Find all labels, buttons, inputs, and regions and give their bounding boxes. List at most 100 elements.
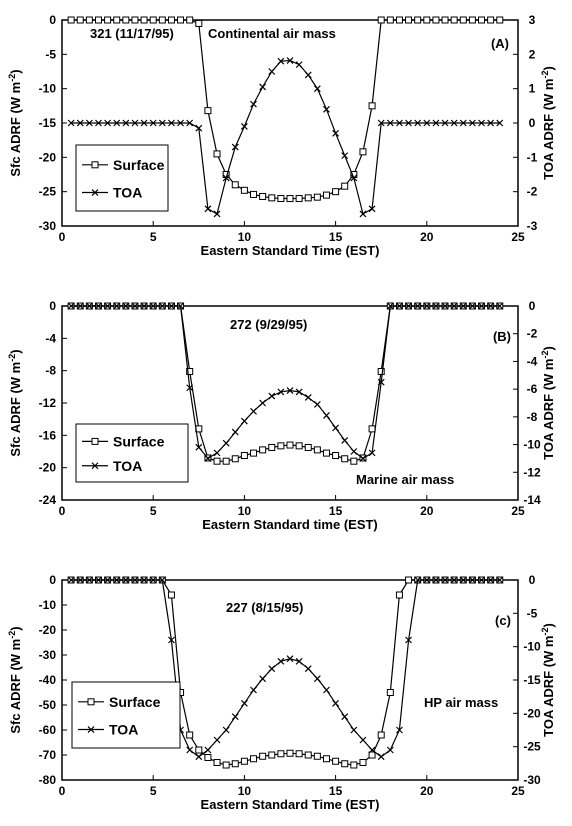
legend-label-toa: TOA [113, 458, 142, 474]
toa-point [441, 119, 449, 127]
y-left-axis-label: Sfc ADRF (W m-2) [7, 349, 23, 456]
surface-point [405, 16, 413, 24]
x-tick-label: 25 [511, 504, 525, 518]
y-left-tick-label: -30 [39, 648, 57, 662]
x-tick-label: 15 [329, 230, 343, 244]
surface-point [350, 761, 358, 769]
toa-point [496, 119, 504, 127]
toa-point [95, 576, 102, 584]
surface-point [195, 746, 203, 754]
legend-label-toa: TOA [109, 722, 138, 738]
toa-point [323, 412, 330, 419]
toa-point [177, 302, 184, 310]
surface-point [149, 16, 157, 24]
toa-point [487, 302, 495, 310]
surface-point [213, 150, 221, 158]
toa-point [186, 119, 194, 127]
toa-point [140, 576, 148, 584]
toa-point [204, 205, 212, 213]
surface-point [386, 16, 394, 24]
toa-point [405, 302, 412, 310]
toa-point [113, 302, 121, 310]
surface-point [450, 16, 458, 24]
toa-point [341, 436, 349, 444]
toa-point [104, 576, 112, 584]
surface-point [359, 759, 367, 766]
y-right-tick-label: -30 [523, 773, 541, 787]
legend-x-marker [87, 726, 95, 733]
toa-point [85, 119, 93, 127]
toa-point [450, 119, 458, 127]
surface-point [277, 750, 285, 758]
surface-point [94, 16, 102, 24]
surface-point [295, 442, 303, 450]
x-tick-label: 0 [59, 230, 66, 244]
toa-point [377, 378, 385, 386]
y-right-tick-label: 0 [529, 116, 536, 130]
y-left-tick-label: -40 [39, 673, 57, 687]
x-tick-label: 20 [420, 504, 434, 518]
surface-point [395, 591, 403, 599]
toa-point [122, 302, 130, 310]
toa-point [268, 392, 276, 400]
surface-point [104, 16, 112, 24]
toa-point [204, 455, 212, 462]
toa-point [323, 686, 330, 694]
panel-label: (c) [495, 613, 511, 628]
x-axis-label: Eastern Standard Time (EST) [201, 243, 380, 258]
surface-point [167, 591, 175, 599]
toa-point [468, 576, 476, 584]
toa-point [204, 746, 212, 754]
y-right-tick-label: -20 [523, 706, 541, 720]
surface-point [322, 755, 330, 763]
y-left-axis-label: Sfc ADRF (W m-2) [7, 69, 23, 176]
run-label: 227 (8/15/95) [226, 600, 303, 615]
toa-point [158, 119, 166, 127]
legend-box [75, 144, 169, 212]
x-tick-label: 25 [511, 784, 525, 798]
toa-point [95, 119, 102, 127]
toa-point [122, 576, 130, 584]
surface-point [405, 576, 413, 584]
panel-label: (A) [491, 36, 509, 51]
y-right-tick-label: -2 [527, 327, 538, 341]
surface-point [167, 16, 175, 24]
y-right-tick-label: -1 [527, 150, 538, 164]
run-label: 321 (11/17/95) [90, 26, 174, 41]
toa-point [432, 576, 440, 584]
toa-point [295, 657, 303, 665]
surface-point [268, 194, 276, 202]
toa-point [286, 387, 294, 394]
panel-3: 0 5 10 15 20 250-10-20-30-40-50-60-70-800-5-1… [7, 573, 556, 812]
air-mass-label: Marine air mass [356, 472, 454, 487]
toa-point [149, 119, 157, 127]
toa-point [450, 576, 458, 584]
legend: Surface TOA [71, 681, 181, 749]
y-right-tick-label: 1 [529, 82, 536, 96]
legend-box [75, 423, 189, 483]
toa-point [350, 448, 358, 455]
surface-point [441, 16, 449, 24]
y-right-tick-label: -12 [523, 465, 541, 479]
legend-label-toa: TOA [113, 185, 142, 201]
surface-point [186, 367, 194, 375]
toa-point [295, 388, 303, 396]
toa-point [158, 576, 166, 584]
surface-point [350, 457, 358, 465]
toa-point [341, 152, 349, 160]
toa-point [177, 119, 184, 127]
x-tick-label: 10 [238, 504, 252, 518]
toa-point [140, 302, 148, 310]
toa-point [113, 119, 121, 127]
surface-point [496, 16, 504, 24]
y-left-tick-label: -70 [39, 748, 57, 762]
toa-point [149, 576, 157, 584]
surface-point [295, 195, 303, 203]
surface-point [113, 16, 121, 24]
legend: Surface TOA [75, 423, 189, 483]
toa-point [313, 85, 321, 93]
toa-point [168, 119, 175, 127]
toa-point [468, 302, 476, 310]
surface-point [186, 731, 194, 739]
surface-point [231, 181, 239, 189]
